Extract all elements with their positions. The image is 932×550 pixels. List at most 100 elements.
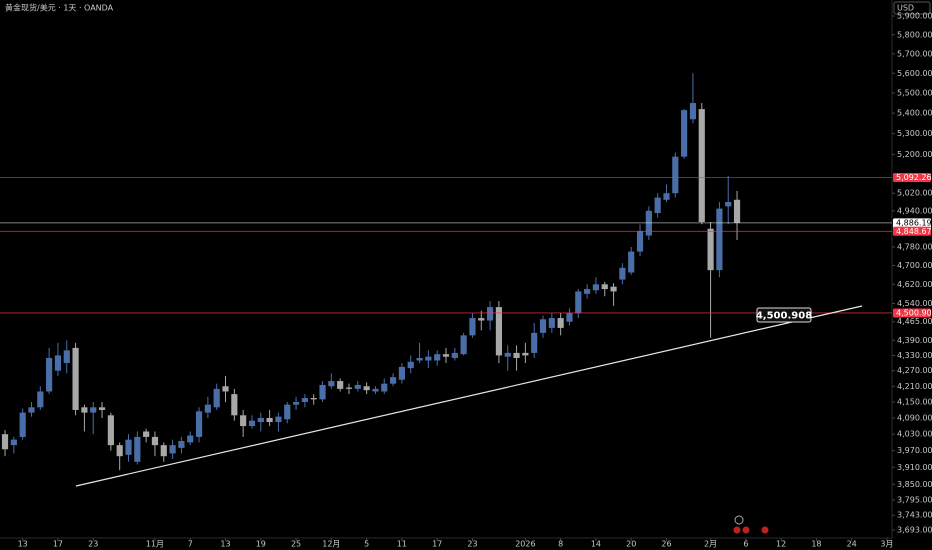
trendline — [75, 305, 863, 487]
x-tick-label: 12月 — [322, 540, 340, 549]
price-label-box — [893, 226, 931, 236]
candle-body — [707, 228, 714, 271]
price-label: 5,092.266 — [896, 173, 932, 182]
annotation-box — [756, 307, 812, 323]
x-tick-label: 12 — [776, 540, 786, 549]
candle-body — [398, 366, 405, 380]
y-tick-label: 4,390.000 — [897, 336, 932, 345]
candle-body — [442, 354, 450, 357]
candle-body — [151, 436, 159, 446]
currency: USD — [897, 4, 914, 13]
candle-body — [319, 384, 326, 400]
x-tick-label: 19 — [256, 540, 266, 549]
x-tick-label: 26 — [661, 540, 671, 549]
candle-body — [628, 251, 635, 273]
candle-body — [469, 318, 476, 336]
event-icon — [761, 526, 769, 534]
candle-body — [19, 412, 26, 437]
candle-body — [257, 417, 264, 423]
x-tick-label: 2026 — [515, 540, 535, 549]
candle-body — [619, 267, 626, 280]
y-tick-label: 5,400.000 — [897, 109, 932, 118]
y-tick-label: 3,743.000 — [897, 511, 932, 520]
y-tick-label: 4,210.000 — [897, 382, 932, 391]
candle-body — [213, 388, 220, 408]
y-tick-label: 3,910.000 — [897, 463, 932, 472]
candle-body — [407, 361, 414, 369]
y-tick-label: 4,330.000 — [897, 351, 932, 360]
candle-body — [451, 352, 458, 358]
candle-body — [725, 201, 732, 207]
candle-body — [548, 318, 555, 328]
candle-body — [487, 307, 494, 321]
candle-body — [601, 284, 608, 290]
candle-body — [672, 156, 679, 194]
y-tick-label: 5,600.000 — [897, 69, 932, 78]
candle-body — [539, 319, 547, 333]
y-tick-label: 5,900.000 — [897, 12, 932, 21]
candle-body — [434, 354, 441, 361]
x-tick-label: 25 — [291, 540, 301, 549]
candle-body — [37, 391, 44, 408]
y-tick-label: 5,800.000 — [897, 30, 932, 39]
event-icons — [733, 515, 769, 534]
candle-body — [90, 407, 97, 413]
x-tick-label: 6 — [743, 540, 748, 549]
candle-body — [81, 407, 88, 413]
candle-body — [266, 417, 273, 423]
y-tick-label: 4,780.000 — [897, 242, 932, 251]
x-tick-label: 18 — [811, 540, 821, 549]
y-tick-label: 3,693.000 — [897, 526, 932, 535]
y-tick-label: 5,200.000 — [897, 150, 932, 159]
x-tick-label: 17 — [432, 540, 442, 549]
y-tick-label: 4,150.000 — [897, 398, 932, 407]
candle-body — [698, 109, 705, 222]
y-tick-label: 3,850.000 — [897, 480, 932, 489]
chart-title: 黄金现货/美元 · 1天 · OANDA — [5, 3, 114, 13]
price-label: 4,886.190 — [896, 218, 932, 227]
currency-box — [893, 1, 931, 15]
candle-body — [513, 352, 520, 358]
candle-body — [54, 355, 62, 371]
candle-body — [284, 404, 291, 420]
event-icon — [734, 515, 744, 525]
candle-body — [1, 434, 9, 450]
candle-body — [98, 407, 106, 410]
candle-body — [531, 332, 538, 353]
candle-body — [248, 420, 256, 427]
y-tick-label: 4,940.000 — [897, 206, 932, 215]
x-tick-label: 24 — [847, 540, 857, 549]
candle-body — [292, 402, 300, 405]
y-tick-label: 4,465.000 — [897, 317, 932, 326]
y-tick-label: 5,020.000 — [897, 189, 932, 198]
candle-body — [522, 352, 529, 356]
candle-body — [275, 416, 282, 423]
candle-body — [46, 357, 53, 392]
candle-body — [72, 347, 79, 410]
candle-body — [495, 307, 503, 356]
candle-body — [160, 445, 167, 457]
candle-body — [63, 350, 70, 364]
candle-body — [107, 415, 114, 446]
price-label: 4,848.679 — [896, 227, 932, 236]
candle-body — [134, 436, 141, 462]
candle-body — [654, 197, 661, 214]
y-tick-label: 4,270.000 — [897, 366, 932, 375]
x-tick-label: 7 — [188, 540, 193, 549]
candle-body — [125, 439, 132, 455]
candle-body — [389, 377, 397, 384]
candle-body — [337, 381, 344, 389]
candle-body — [372, 388, 379, 392]
candle-body — [460, 335, 467, 355]
candle-body — [663, 193, 670, 200]
candle-body — [689, 103, 697, 120]
x-tick-label: 5 — [364, 540, 369, 549]
x-tick-label: 23 — [88, 540, 98, 549]
x-tick-label: 11 — [397, 540, 407, 549]
candle-body — [425, 356, 432, 361]
x-tick-label: 23 — [467, 540, 477, 549]
candle-body — [116, 445, 123, 457]
